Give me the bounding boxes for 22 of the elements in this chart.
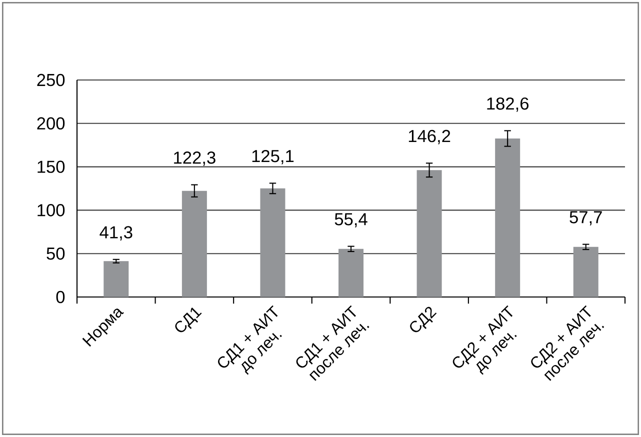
- y-tick-label: 100: [38, 204, 65, 216]
- data-label: 41,3: [100, 226, 132, 240]
- data-label: 125,1: [252, 150, 294, 164]
- bar: [260, 188, 286, 297]
- bar: [495, 138, 520, 297]
- bar: [182, 190, 207, 297]
- data-label: 55,4: [334, 213, 368, 228]
- bar: [573, 246, 598, 297]
- x-tick-label: СД2: [410, 306, 437, 332]
- data-label: 146,2: [408, 130, 450, 144]
- y-tick-label: 0: [56, 290, 65, 304]
- bar: [104, 261, 129, 297]
- x-tick-label: СД1: [175, 308, 202, 332]
- y-tick-label: 200: [37, 117, 65, 130]
- y-tick-label: 150: [38, 160, 65, 173]
- data-label: 182,6: [487, 97, 529, 112]
- bar: [416, 170, 442, 297]
- bar: [338, 248, 364, 297]
- data-label: 122,3: [174, 152, 216, 166]
- data-label: 57,7: [570, 211, 602, 226]
- y-tick-label: 50: [46, 247, 65, 260]
- y-tick-label: 250: [37, 74, 65, 86]
